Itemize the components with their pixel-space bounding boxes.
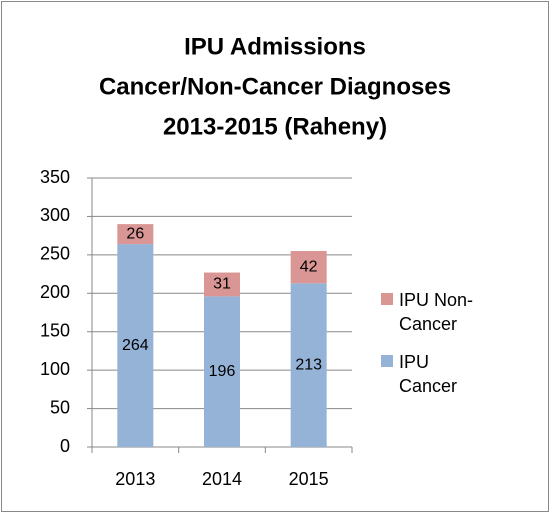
chart-title: Cancer/Non-Cancer Diagnoses xyxy=(99,73,451,100)
legend-item: IPU Non-Cancer xyxy=(381,288,491,336)
bar-segment xyxy=(117,224,154,245)
y-tick-label: 0 xyxy=(60,436,70,456)
x-tick-label: 2013 xyxy=(115,469,155,489)
y-tick-label: 200 xyxy=(40,282,70,302)
x-tick-label: 2015 xyxy=(289,469,329,489)
data-label: 26 xyxy=(126,225,144,242)
chart-title: 2013-2015 (Raheny) xyxy=(163,113,387,140)
y-tick-label: 150 xyxy=(40,320,70,340)
data-label: 196 xyxy=(209,363,236,380)
data-label: 264 xyxy=(122,337,149,354)
y-tick-label: 100 xyxy=(40,359,70,379)
y-tick-label: 50 xyxy=(50,397,70,417)
data-label: 213 xyxy=(295,356,322,373)
legend-label: IPU Cancer xyxy=(399,352,458,396)
bar-segment xyxy=(204,272,240,297)
bar-segment xyxy=(117,244,154,447)
bar-segment xyxy=(290,251,327,284)
x-tick-label: 2014 xyxy=(202,469,242,489)
chart-title: IPU Admissions xyxy=(184,33,366,60)
y-tick-label: 250 xyxy=(40,244,70,264)
legend-swatch xyxy=(381,293,393,305)
bar-segment xyxy=(290,283,327,447)
data-label: 31 xyxy=(213,276,231,293)
bar-segment xyxy=(204,296,240,447)
legend-label: IPU Non-Cancer xyxy=(399,290,474,334)
y-tick-label: 350 xyxy=(40,167,70,187)
legend-item: IPU Cancer xyxy=(381,350,491,398)
data-label: 42 xyxy=(300,258,318,275)
legend-swatch xyxy=(381,355,393,367)
y-tick-label: 300 xyxy=(40,205,70,225)
legend: IPU Non-Cancer IPU Cancer xyxy=(381,288,491,412)
